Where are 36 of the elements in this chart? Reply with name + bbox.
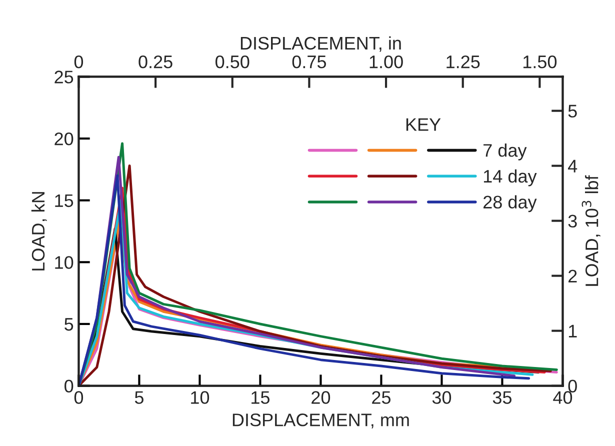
y2-tick-label: 2 [568,270,577,282]
x2-tick-label: 1.00 [370,55,403,68]
x-tick-label: 25 [372,391,391,404]
x-tick-label: 40 [553,391,572,404]
x2-tick-label: 0.25 [138,55,172,68]
y-tick-label: 20 [54,132,74,146]
y-axis-title: LOAD, kN [31,192,47,270]
y2-tick-label: 1 [568,324,577,338]
y-tick-label: 0 [64,380,74,393]
y-tick-label: 15 [55,194,74,208]
x2-tick-label: 1.50 [523,55,557,68]
x-tick-label: 20 [312,391,330,404]
legend-label: 7 day [484,144,527,160]
y2-tick-label: 4 [568,160,578,172]
x2-tick-label: 0 [74,55,84,68]
x2-tick-label: 0.50 [216,55,250,68]
x-tick-label: 0 [74,391,84,404]
x-tick-label: 35 [492,391,512,404]
y2-tick-label: 3 [568,214,577,228]
y-tick-label: 10 [55,256,74,269]
y2-axis-title: LOAD, 10$^{3}$ lbf [582,175,600,286]
x-axis-title: DISPLACEMENT, mm [232,414,409,428]
x-tick-label: 30 [432,391,452,404]
y-tick-label: 5 [64,318,74,331]
x-tick-label: 5 [134,391,144,404]
x2-axis-title: DISPLACEMENT, in [240,36,401,52]
y2-tick-label: 0 [568,380,577,393]
legend-label: 14 day [484,169,537,186]
y-tick-label: 25 [54,70,74,84]
y2-tick-label: 5 [568,104,577,118]
legend-label: 28 day [483,195,537,212]
x2-tick-label: 0.75 [292,55,326,68]
x2-tick-label: 1.25 [446,55,480,68]
legend-title: KEY [406,118,441,131]
x-tick-label: 10 [191,391,210,404]
x-tick-label: 15 [252,391,270,404]
